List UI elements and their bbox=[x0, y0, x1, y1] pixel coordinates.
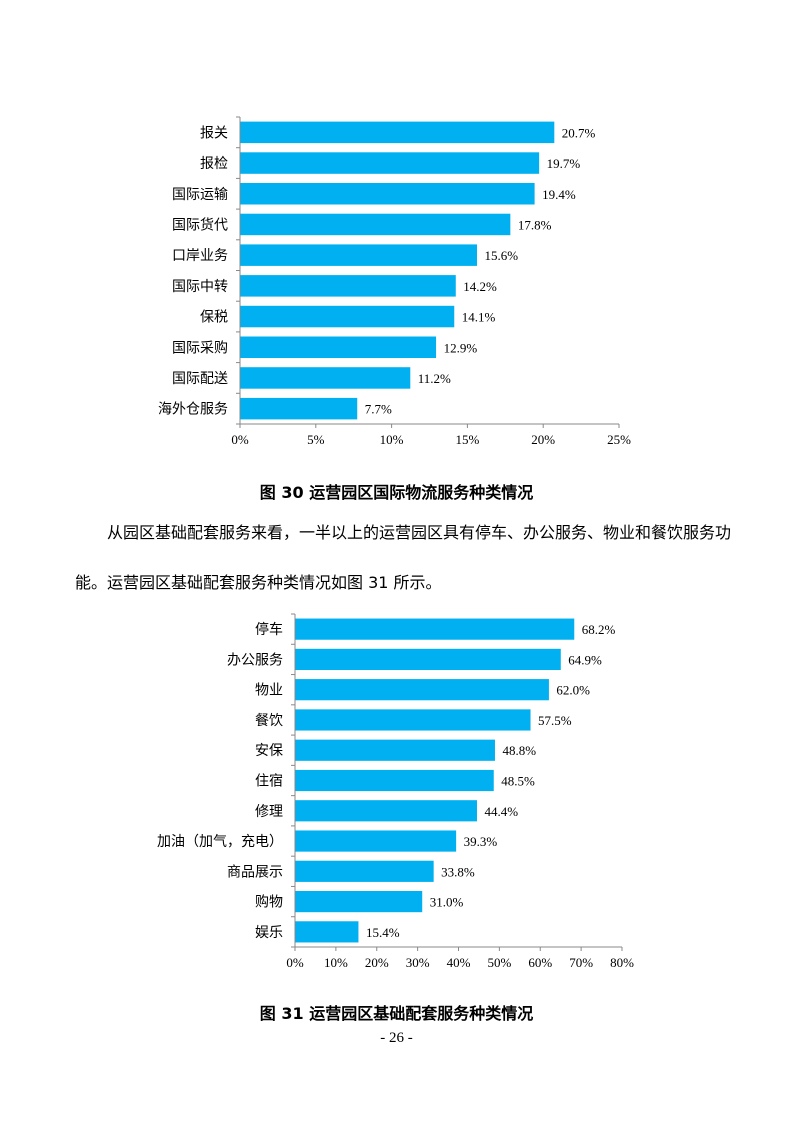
category-label: 餐饮 bbox=[255, 713, 283, 729]
bar bbox=[295, 679, 549, 701]
category-label: 购物 bbox=[255, 895, 283, 911]
bar bbox=[240, 152, 540, 174]
bar bbox=[295, 921, 359, 943]
data-label: 33.8% bbox=[441, 864, 475, 879]
page-number: - 26 - bbox=[380, 1030, 413, 1046]
x-tick-label: 25% bbox=[607, 432, 631, 447]
category-label: 停车 bbox=[255, 621, 283, 638]
category-label: 办公服务 bbox=[227, 652, 283, 668]
data-label: 7.7% bbox=[365, 402, 392, 417]
category-label: 报关 bbox=[200, 125, 228, 141]
bar bbox=[295, 830, 457, 852]
bar bbox=[295, 860, 434, 882]
category-label: 住宿 bbox=[255, 773, 283, 790]
data-label: 15.6% bbox=[484, 248, 518, 263]
category-label: 国际配送 bbox=[172, 371, 228, 387]
data-label: 48.8% bbox=[502, 743, 536, 758]
data-label: 19.7% bbox=[547, 156, 581, 171]
data-label: 19.4% bbox=[542, 187, 576, 202]
bar bbox=[295, 769, 494, 792]
x-tick-label: 40% bbox=[447, 955, 471, 970]
bar bbox=[240, 397, 358, 420]
category-label: 国际采购 bbox=[172, 340, 228, 356]
bar bbox=[240, 213, 511, 236]
category-label: 国际中转 bbox=[172, 279, 228, 295]
bar bbox=[240, 183, 535, 205]
x-tick-label: 30% bbox=[406, 955, 430, 970]
bar bbox=[240, 367, 411, 389]
figure-30-caption: 图 30 运营园区国际物流服务种类情况 bbox=[259, 483, 534, 502]
x-tick-label: 0% bbox=[231, 432, 249, 447]
category-label: 商品展示 bbox=[227, 864, 283, 880]
bar bbox=[295, 648, 561, 671]
data-label: 15.4% bbox=[366, 925, 400, 940]
bar bbox=[240, 121, 555, 144]
category-label: 国际运输 bbox=[172, 187, 228, 203]
bar bbox=[295, 709, 531, 731]
category-label: 国际货代 bbox=[172, 216, 228, 233]
category-label: 保税 bbox=[200, 310, 228, 326]
bar bbox=[240, 275, 456, 297]
x-tick-label: 70% bbox=[569, 955, 593, 970]
data-label: 39.3% bbox=[464, 834, 498, 849]
x-tick-label: 50% bbox=[487, 955, 511, 970]
data-label: 14.2% bbox=[463, 279, 497, 294]
data-label: 48.5% bbox=[501, 774, 535, 789]
x-tick-label: 10% bbox=[324, 955, 348, 970]
category-label: 修理 bbox=[255, 804, 283, 820]
category-label: 口岸业务 bbox=[172, 248, 228, 264]
category-label: 报检 bbox=[200, 156, 228, 172]
body-paragraph: 从园区基础配套服务来看，一半以上的运营园区具有停车、办公服务、物业和餐饮服务功能… bbox=[75, 523, 732, 592]
data-label: 68.2% bbox=[582, 622, 616, 637]
bar bbox=[240, 244, 477, 266]
x-tick-label: 20% bbox=[365, 955, 389, 970]
bar bbox=[295, 800, 477, 822]
data-label: 64.9% bbox=[568, 652, 602, 667]
chart-international-logistics: 报关 20.7% 报检 19.7% 国际运输 19.4% 国际货代 17.8% 口岸业务 15.6… bbox=[158, 116, 631, 447]
data-label: 20.7% bbox=[562, 125, 596, 140]
x-tick-label: 60% bbox=[528, 955, 552, 970]
figure-31-caption: 图 31 运营园区基础配套服务种类情况 bbox=[259, 1004, 534, 1023]
category-label: 加油（加气，充电） bbox=[157, 834, 283, 850]
data-label: 31.0% bbox=[430, 895, 464, 910]
data-label: 44.4% bbox=[484, 804, 518, 819]
data-label: 62.0% bbox=[556, 683, 590, 698]
category-label: 娱乐 bbox=[255, 925, 283, 941]
bar bbox=[240, 336, 437, 358]
data-label: 14.1% bbox=[462, 310, 496, 325]
x-tick-label: 20% bbox=[531, 432, 555, 447]
bar bbox=[295, 618, 575, 640]
bar bbox=[240, 305, 455, 328]
x-tick-label: 0% bbox=[286, 955, 304, 970]
category-label: 安保 bbox=[255, 743, 283, 759]
x-tick-label: 15% bbox=[455, 432, 479, 447]
chart-basic-facilities: 停车 68.2% 办公服务 64.9% 物业 62.0% 餐饮 57.5% 安保 48.8% 住宿 4… bbox=[157, 613, 634, 970]
data-label: 57.5% bbox=[538, 713, 572, 728]
data-label: 12.9% bbox=[444, 340, 478, 355]
x-tick-label: 10% bbox=[380, 432, 404, 447]
data-label: 11.2% bbox=[418, 371, 451, 386]
category-label: 物业 bbox=[255, 683, 283, 699]
x-tick-label: 80% bbox=[610, 955, 634, 970]
bar bbox=[295, 739, 495, 761]
data-label: 17.8% bbox=[518, 217, 552, 232]
x-tick-label: 5% bbox=[307, 432, 325, 447]
bar bbox=[295, 890, 423, 913]
category-label: 海外仓服务 bbox=[158, 402, 228, 418]
